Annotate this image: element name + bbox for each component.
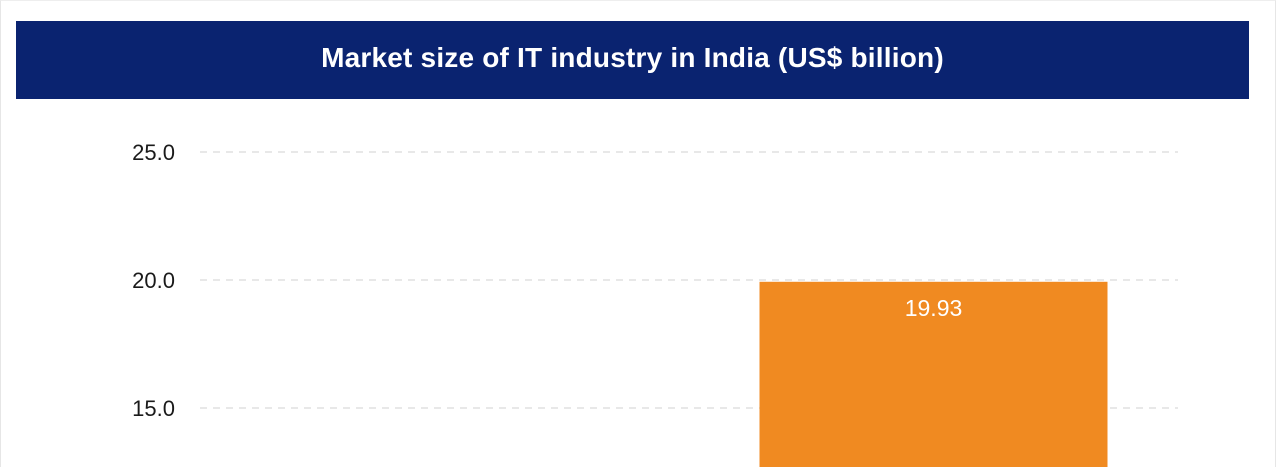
y-tick-label: 25.0 (132, 140, 175, 165)
gridlines (200, 151, 1178, 409)
bar (759, 281, 1108, 467)
chart-title: Market size of IT industry in India (US$… (321, 42, 944, 73)
labels: 15.0 20.0 25.0 19.93 (132, 140, 962, 421)
y-tick-label: 15.0 (132, 396, 175, 421)
bar-value-label: 19.93 (905, 295, 963, 321)
bars (759, 281, 1108, 467)
chart-title-bar: Market size of IT industry in India (US$… (16, 21, 1249, 99)
y-tick-label: 20.0 (132, 268, 175, 293)
